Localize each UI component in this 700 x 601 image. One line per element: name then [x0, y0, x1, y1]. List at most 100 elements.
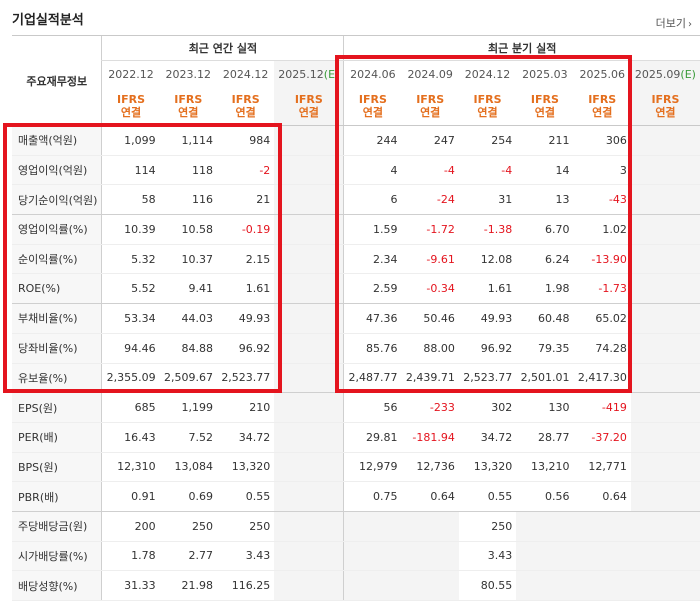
table-cell: 13,084	[159, 452, 217, 483]
ifrs-basis: IFRS 연결	[630, 87, 700, 126]
table-row: 매출액(억원) 1,099 1,114 984 244 247 254 211 306	[12, 125, 700, 156]
ifrs-basis: IFRS 연결	[159, 87, 217, 126]
table-cell	[274, 481, 344, 512]
table-cell: 1,114	[159, 125, 217, 156]
ifrs-basis: IFRS 연결	[516, 87, 574, 126]
table-cell: -1.72	[401, 214, 459, 245]
period-header: 2024.06	[343, 60, 402, 87]
table-cell: 56	[343, 392, 402, 423]
row-header-title: 주요재무정보	[12, 35, 102, 126]
table-cell: 10.37	[159, 244, 217, 275]
table-cell: -4	[458, 155, 517, 186]
table-cell	[630, 244, 700, 275]
chevron-right-icon: ›	[688, 19, 692, 30]
table-row: 배당성향(%) 31.33 21.98 116.25 80.55	[12, 570, 700, 601]
table-cell	[630, 541, 700, 572]
row-label: 영업이익률(%)	[12, 214, 102, 245]
table-cell: 13,210	[516, 452, 574, 483]
table-cell	[630, 481, 700, 512]
ifrs-label: IFRS	[231, 93, 260, 106]
consolidated-label: 연결	[420, 106, 441, 119]
table-cell	[343, 511, 402, 542]
table-cell: 29.81	[343, 422, 402, 453]
table-cell: 6.70	[516, 214, 574, 245]
table-cell: 96.92	[458, 333, 517, 364]
annual-group-header: 최근 연간 실적	[101, 35, 344, 61]
row-label: 배당성향(%)	[12, 570, 102, 601]
table-cell: 2,417.30	[573, 363, 631, 394]
table-cell: 3.43	[216, 541, 275, 572]
table-cell: 685	[101, 392, 160, 423]
table-cell: 2,355.09	[101, 363, 160, 394]
table-cell	[343, 541, 402, 572]
table-cell: 80.55	[458, 570, 517, 601]
ifrs-basis: IFRS 연결	[274, 87, 344, 126]
table-cell: 21	[216, 184, 275, 216]
table-cell	[573, 511, 631, 542]
ifrs-label: IFRS	[473, 93, 502, 106]
table-cell: 1.61	[216, 273, 275, 305]
table-cell	[516, 570, 574, 601]
table-cell: 2,487.77	[343, 363, 402, 394]
table-cell: -0.19	[216, 214, 275, 245]
ifrs-basis: IFRS 연결	[573, 87, 631, 126]
table-cell: 7.52	[159, 422, 217, 453]
table-cell: 5.52	[101, 273, 160, 305]
table-cell: 58	[101, 184, 160, 216]
table-cell	[630, 273, 700, 305]
table-cell: 94.46	[101, 333, 160, 364]
table-cell	[274, 125, 344, 156]
table-cell: 2,501.01	[516, 363, 574, 394]
table-cell	[274, 511, 344, 542]
table-cell	[630, 363, 700, 394]
consolidated-label: 연결	[362, 106, 384, 119]
table-cell: 84.88	[159, 333, 217, 364]
more-link-label: 더보기	[655, 17, 686, 30]
quarter-group-header: 최근 분기 실적	[343, 35, 700, 61]
table-cell	[274, 303, 344, 334]
period-header: 2025.03	[522, 67, 568, 81]
table-cell: 2.15	[216, 244, 275, 275]
table-cell: 1.98	[516, 273, 574, 305]
table-cell	[630, 184, 700, 216]
table-cell: 3.43	[458, 541, 517, 572]
table-cell: 2.59	[343, 273, 402, 305]
table-cell: -37.20	[573, 422, 631, 453]
ifrs-label: IFRS	[530, 93, 559, 106]
table-cell: 306	[573, 125, 631, 156]
consolidated-label: 연결	[534, 106, 555, 119]
section-title: 기업실적분석	[12, 13, 84, 28]
table-cell: 0.55	[458, 481, 517, 512]
table-row: 시가배당률(%) 1.78 2.77 3.43 3.43	[12, 541, 700, 572]
table-cell	[630, 511, 700, 542]
table-cell	[343, 570, 402, 601]
table-cell	[274, 541, 344, 572]
consolidated-label: 연결	[477, 106, 498, 119]
table-cell: 34.72	[216, 422, 275, 453]
table-cell	[630, 452, 700, 483]
table-cell: -233	[401, 392, 459, 423]
ifrs-label: IFRS	[651, 93, 680, 106]
table-cell: 0.64	[401, 481, 459, 512]
table-row: 부채비율(%) 53.34 44.03 49.93 47.36 50.46 49.93 60.…	[12, 303, 700, 334]
period-header: 2023.12	[165, 67, 212, 81]
period-header: 2025.12(E)	[274, 60, 344, 87]
table-cell: 60.48	[516, 303, 574, 334]
table-cell: 254	[458, 125, 517, 156]
table-cell: 12.08	[458, 244, 517, 275]
row-label: 영업이익(억원)	[12, 155, 102, 186]
table-cell: 13,320	[458, 452, 517, 483]
table-cell: -181.94	[401, 422, 459, 453]
table-cell: 88.00	[401, 333, 459, 364]
table-row: EPS(원) 685 1,199 210 56 -233 302 130 -419	[12, 392, 700, 423]
table-row: 영업이익률(%) 10.39 10.58 -0.19 1.59 -1.72 -1.38 6.7…	[12, 214, 700, 245]
ifrs-basis: IFRS 연결	[101, 87, 160, 126]
row-label: BPS(원)	[12, 452, 102, 483]
table-cell: 984	[216, 125, 275, 156]
more-link[interactable]: 더보기 ›	[656, 15, 692, 31]
table-cell: 49.93	[216, 303, 275, 334]
row-label: 매출액(억원)	[12, 125, 102, 156]
table-row: ROE(%) 5.52 9.41 1.61 2.59 -0.34 1.61 1.98 -1.73	[12, 273, 700, 305]
table-cell: 85.76	[343, 333, 402, 364]
table-cell: 1.78	[101, 541, 160, 572]
